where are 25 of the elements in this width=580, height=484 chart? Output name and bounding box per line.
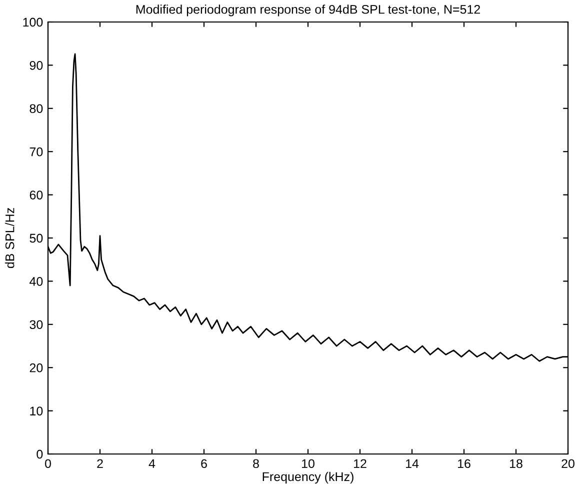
y-tick-label: 70	[30, 147, 43, 156]
y-tick-label: 80	[30, 104, 43, 114]
x-tick-label: 2	[97, 459, 103, 468]
x-axis-title: Frequency (kHz)	[262, 472, 354, 484]
y-tick-label: 30	[30, 320, 43, 330]
x-tick-label: 6	[201, 459, 207, 468]
x-tick-label: 0	[45, 459, 51, 468]
x-tick-label: 12	[354, 459, 366, 468]
y-tick-label: 100	[23, 18, 43, 27]
x-tick-label: 4	[148, 459, 156, 468]
x-tick-label: 16	[458, 459, 470, 468]
y-tick-label: 0	[36, 450, 43, 459]
y-tick-label: 20	[30, 363, 43, 372]
x-tick-label: 18	[510, 459, 522, 468]
y-tick-label: 60	[30, 190, 43, 200]
x-tick-label: 20	[562, 459, 574, 468]
y-axis-title: dB SPL/Hz	[5, 208, 14, 268]
y-tick-label: 10	[30, 406, 43, 416]
chart-title: Modified periodogram response of 94dB SPL test-tone, N=512	[136, 4, 480, 16]
x-tick-label: 8	[253, 459, 259, 468]
y-tick-label: 90	[30, 61, 43, 70]
x-tick-label: 14	[406, 459, 419, 468]
y-tick-label: 50	[30, 234, 43, 243]
y-tick-label: 40	[30, 277, 43, 286]
x-tick-label: 10	[302, 459, 314, 468]
